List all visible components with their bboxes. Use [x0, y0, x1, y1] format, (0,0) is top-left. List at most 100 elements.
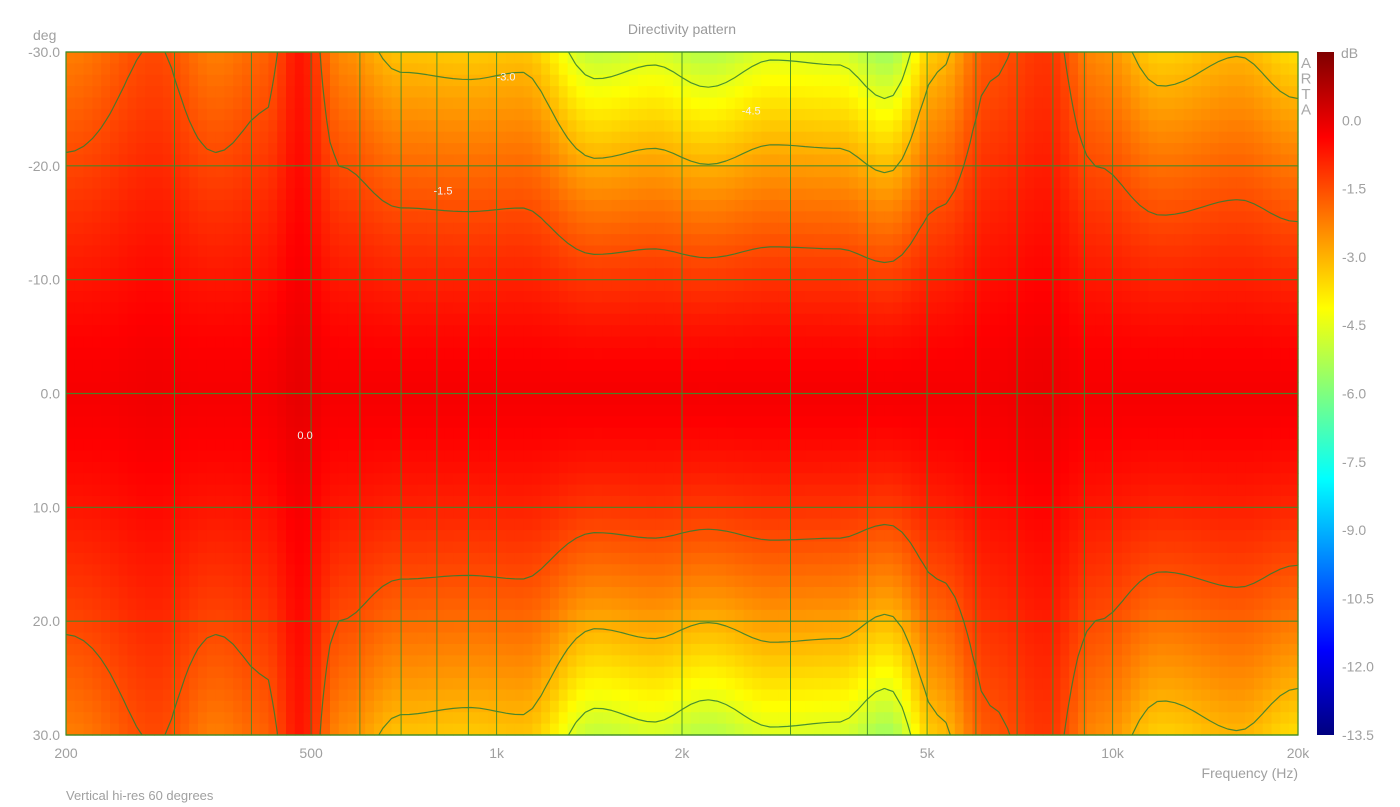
- heatmap-cell: [1280, 74, 1290, 87]
- heatmap-cell: [294, 199, 305, 212]
- heatmap-cell: [752, 359, 762, 372]
- heatmap-cell: [1034, 291, 1044, 304]
- heatmap-cell: [470, 143, 481, 156]
- heatmap-cell: [418, 154, 428, 167]
- heatmap-cell: [224, 256, 234, 269]
- heatmap-cell: [673, 359, 683, 372]
- heatmap-cell: [858, 97, 868, 110]
- heatmap-cell: [840, 108, 850, 121]
- heatmap-cell: [866, 108, 877, 121]
- heatmap-cell: [1060, 120, 1070, 133]
- heatmap-cell: [286, 63, 296, 76]
- heatmap-cell: [770, 131, 780, 144]
- heatmap-cell: [796, 256, 806, 269]
- heatmap-cell: [849, 97, 859, 110]
- heatmap-cell: [1104, 52, 1114, 64]
- heatmap-cell: [998, 154, 1009, 167]
- heatmap-cell: [726, 245, 736, 258]
- heatmap-cell: [250, 439, 261, 452]
- heatmap-cell: [550, 302, 560, 315]
- heatmap-cell: [74, 97, 85, 110]
- heatmap-cell: [347, 416, 357, 429]
- heatmap-cell: [646, 245, 657, 258]
- heatmap-cell: [541, 97, 551, 110]
- heatmap-cell: [902, 370, 912, 383]
- heatmap-cell: [1262, 86, 1273, 99]
- heatmap-cell: [514, 245, 525, 258]
- heatmap-cell: [1183, 393, 1193, 406]
- heatmap-cell: [1086, 291, 1097, 304]
- heatmap-cell: [787, 313, 797, 326]
- heatmap-cell: [1007, 268, 1017, 281]
- heatmap-cell: [787, 74, 797, 87]
- heatmap-cell: [690, 120, 701, 133]
- heatmap-cell: [286, 108, 296, 121]
- heatmap-cell: [321, 404, 331, 417]
- heatmap-cell: [462, 370, 472, 383]
- heatmap-cell: [303, 74, 313, 87]
- heatmap-cell: [92, 370, 102, 383]
- heatmap-cell: [910, 439, 921, 452]
- heatmap-cell: [488, 393, 498, 406]
- heatmap-cell: [136, 279, 146, 292]
- heatmap-cell: [294, 165, 305, 178]
- heatmap-cell: [726, 199, 736, 212]
- heatmap-cell: [910, 347, 921, 360]
- heatmap-cell: [435, 336, 445, 349]
- heatmap-cell: [426, 279, 437, 292]
- heatmap-cell: [602, 234, 613, 247]
- heatmap-cell: [778, 120, 789, 133]
- heatmap-cell: [629, 245, 639, 258]
- heatmap-cell: [752, 427, 762, 440]
- heatmap-cell: [1236, 416, 1246, 429]
- heatmap-cell: [664, 268, 674, 281]
- heatmap-cell: [1183, 439, 1193, 452]
- heatmap-cell: [990, 245, 1000, 258]
- heatmap-cell: [1042, 279, 1053, 292]
- heatmap-cell: [1113, 211, 1123, 224]
- heatmap-cell: [1183, 404, 1193, 417]
- heatmap-cell: [541, 245, 551, 258]
- heatmap-cell: [541, 188, 551, 201]
- heatmap-cell: [224, 291, 234, 304]
- heatmap-cell: [453, 347, 463, 360]
- heatmap-cell: [567, 177, 577, 190]
- heatmap-cell: [330, 211, 340, 224]
- heatmap-cell: [1078, 291, 1088, 304]
- heatmap-cell: [998, 268, 1009, 281]
- heatmap-cell: [778, 382, 789, 395]
- heatmap-cell: [1262, 245, 1273, 258]
- heatmap-cell: [374, 347, 384, 360]
- heatmap-cell: [743, 165, 753, 178]
- heatmap-cell: [330, 370, 340, 383]
- heatmap-cell: [347, 313, 357, 326]
- heatmap-cell: [963, 188, 973, 201]
- heatmap-cell: [602, 108, 613, 121]
- heatmap-cell: [814, 97, 824, 110]
- heatmap-cell: [752, 211, 762, 224]
- heatmap-cell: [646, 222, 657, 235]
- heatmap-cell: [101, 427, 111, 440]
- heatmap-cell: [567, 245, 577, 258]
- heatmap-cell: [1042, 165, 1053, 178]
- heatmap-cell: [506, 131, 516, 144]
- heatmap-cell: [400, 74, 410, 87]
- heatmap-cell: [963, 165, 973, 178]
- heatmap-cell: [180, 154, 190, 167]
- heatmap-cell: [550, 222, 560, 235]
- heatmap-cell: [418, 108, 428, 121]
- heatmap-cell: [1166, 347, 1176, 360]
- heatmap-cell: [1148, 188, 1158, 201]
- heatmap-cell: [673, 370, 683, 383]
- heatmap-cell: [1130, 256, 1141, 269]
- heatmap-cell: [206, 177, 217, 190]
- heatmap-cell: [382, 382, 393, 395]
- heatmap-cell: [470, 268, 481, 281]
- heatmap-cell: [567, 450, 577, 463]
- heatmap-cell: [673, 404, 683, 417]
- heatmap-cell: [558, 177, 569, 190]
- heatmap-cell: [215, 302, 225, 315]
- heatmap-cell: [937, 336, 947, 349]
- heatmap-cell: [1104, 211, 1114, 224]
- heatmap-cell: [1051, 404, 1061, 417]
